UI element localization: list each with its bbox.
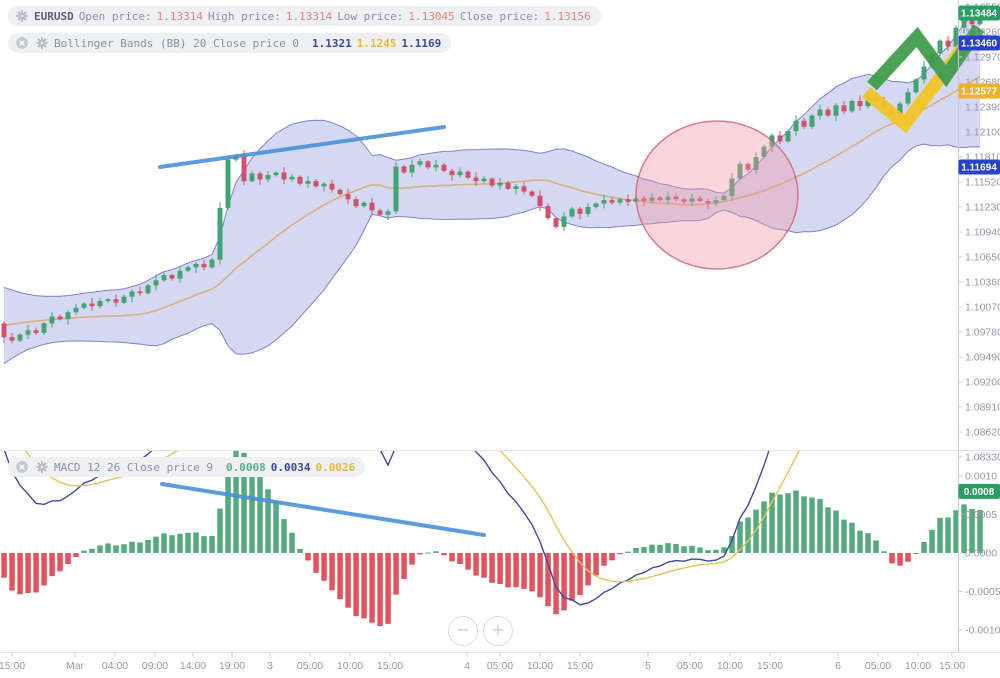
svg-text:10:00: 10:00 (905, 660, 931, 672)
macd-title: MACD 12 26 Close price 9 (54, 460, 213, 474)
macd-value: 0.0034 (270, 460, 311, 474)
svg-text:1.12390: 1.12390 (965, 102, 1000, 114)
svg-text:10:00: 10:00 (717, 660, 743, 672)
svg-text:0.0010: 0.0010 (965, 471, 997, 483)
zoom-out-button[interactable]: − (448, 616, 478, 646)
svg-text:0.0008: 0.0008 (964, 487, 995, 498)
svg-text:6: 6 (835, 660, 841, 672)
svg-text:05:00: 05:00 (487, 660, 513, 672)
bollinger-lower-value: 1.1169 (401, 36, 442, 50)
macd-line (3, 451, 770, 606)
symbol-settings-gear-icon[interactable] (14, 9, 29, 24)
macd-histogram (1, 451, 983, 626)
svg-text:1.12100: 1.12100 (965, 127, 1000, 139)
highlight-ellipse-annotation[interactable] (635, 120, 799, 270)
svg-text:0.0005: 0.0005 (965, 509, 997, 521)
svg-text:1.09780: 1.09780 (965, 327, 1000, 339)
low-price-value: 1.13045 (408, 9, 455, 23)
svg-text:5: 5 (645, 660, 651, 672)
svg-text:3: 3 (267, 660, 273, 672)
svg-text:1.08910: 1.08910 (965, 402, 1000, 414)
low-price-label: Low price: (337, 9, 404, 23)
svg-text:15:00: 15:00 (0, 660, 25, 672)
svg-text:Mar: Mar (66, 660, 85, 672)
macd-badge (958, 483, 1000, 499)
svg-text:-0.0010: -0.0010 (965, 625, 1000, 637)
time-axis[interactable]: 15:00 Mar 04:00 09:00 14:00 19:00 3 05:00 10:00 1… (0, 652, 965, 673)
svg-text:05:00: 05:00 (865, 660, 891, 672)
svg-text:04:00: 04:00 (102, 660, 128, 672)
svg-text:05:00: 05:00 (677, 660, 703, 672)
svg-text:1.11520: 1.11520 (965, 177, 1000, 189)
symbol-name: EURUSD (34, 9, 74, 23)
svg-text:10:00: 10:00 (337, 660, 363, 672)
svg-text:1.08620: 1.08620 (965, 427, 1000, 439)
svg-text:09:00: 09:00 (142, 660, 168, 672)
macd-signal-line (24, 451, 801, 583)
trendline-annotation-main[interactable] (158, 125, 446, 169)
bollinger-remove-close-icon[interactable] (14, 36, 29, 51)
svg-text:1.10650: 1.10650 (965, 252, 1000, 264)
svg-text:1.13484: 1.13484 (961, 9, 998, 20)
litefinance-logo-watermark (861, 24, 985, 134)
close-price-value: 1.13156 (544, 9, 591, 23)
svg-text:05:00: 05:00 (297, 660, 323, 672)
price-badge (958, 159, 1000, 175)
price-badge (958, 83, 1000, 99)
svg-text:0.0000: 0.0000 (965, 548, 997, 560)
svg-text:1.13460: 1.13460 (961, 39, 998, 50)
macd-pane[interactable] (1, 224, 983, 626)
macd-axis[interactable]: 0.0010 0.0005 0.0000 -0.0005 -0.0010 (958, 471, 1000, 637)
price-axis[interactable]: 1.135501.132601.129701.126801.123901.121… (958, 2, 1000, 464)
zoom-in-button[interactable]: + (483, 616, 513, 646)
svg-text:1.11230: 1.11230 (965, 202, 1000, 214)
macd-histogram-value: 0.0008 (225, 460, 266, 474)
high-price-label: High price: (207, 9, 281, 23)
bollinger-title: Bollinger Bands (BB) 20 Close price 0 (54, 36, 300, 50)
price-badge (958, 5, 1000, 21)
svg-text:1.12577: 1.12577 (961, 87, 998, 98)
macd-settings-gear-icon[interactable] (34, 460, 49, 475)
high-price-value: 1.13314 (285, 9, 333, 23)
close-price-label: Close price: (459, 9, 540, 23)
svg-text:1.11694: 1.11694 (961, 163, 997, 174)
price-badges: 1.13484 1.13460 1.12577 1.11694 0.0008 (958, 5, 1000, 499)
bollinger-legend: Bollinger Bands (BB) 20 Close price 0 1.… (8, 33, 452, 53)
svg-text:1.10940: 1.10940 (965, 227, 1000, 239)
price-badge (958, 35, 1000, 51)
svg-text:14:00: 14:00 (180, 660, 206, 672)
symbol-legend: EURUSD Open price: 1.13314 High price: 1… (8, 6, 601, 26)
svg-text:10:00: 10:00 (527, 660, 553, 672)
svg-text:4: 4 (464, 660, 470, 672)
open-price-label: Open price: (78, 9, 152, 23)
svg-text:15:00: 15:00 (939, 660, 965, 672)
svg-text:-0.0005: -0.0005 (965, 586, 1000, 598)
svg-text:1.08330: 1.08330 (965, 452, 1000, 464)
trendline-annotation-macd[interactable] (160, 482, 486, 537)
macd-remove-close-icon[interactable] (14, 460, 29, 475)
svg-text:15:00: 15:00 (757, 660, 783, 672)
candlestick-series (1, 11, 983, 344)
open-price-value: 1.13314 (156, 9, 203, 23)
macd-legend: MACD 12 26 Close price 9 0.0008 0.0034 0… (8, 457, 366, 477)
svg-text:15:00: 15:00 (377, 660, 403, 672)
svg-text:19:00: 19:00 (219, 660, 245, 672)
svg-text:1.12970: 1.12970 (965, 52, 1000, 64)
svg-text:1.09200: 1.09200 (965, 377, 1000, 389)
svg-text:1.10360: 1.10360 (965, 277, 1000, 289)
bollinger-upper-value: 1.1321 (312, 36, 352, 50)
bollinger-settings-gear-icon[interactable] (34, 36, 49, 51)
svg-text:1.09490: 1.09490 (965, 352, 1000, 364)
bollinger-middle-value: 1.1245 (356, 36, 397, 50)
price-pane[interactable] (1, 5, 985, 365)
svg-text:15:00: 15:00 (567, 660, 593, 672)
svg-text:1.10070: 1.10070 (965, 302, 1000, 314)
macd-signal-value: 0.0026 (315, 460, 356, 474)
